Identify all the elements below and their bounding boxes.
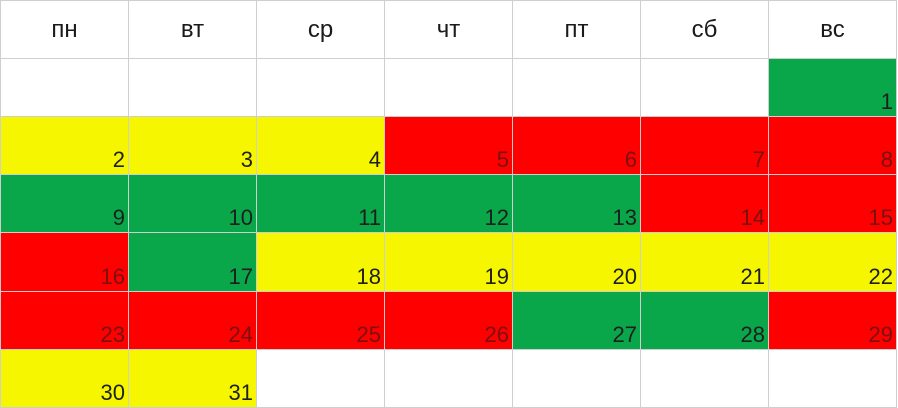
weekday-header-fri: пт [512, 0, 641, 59]
day-cell-20: 20 [512, 232, 641, 292]
weekday-header-sat: сб [640, 0, 769, 59]
empty-day-cell [0, 57, 129, 118]
weekday-header-tue: вт [128, 0, 257, 59]
empty-day-cell [128, 57, 257, 118]
day-cell-9: 9 [0, 174, 129, 234]
day-cell-5: 5 [384, 116, 513, 176]
empty-day-cell [640, 348, 769, 408]
weekday-header-mon: пн [0, 0, 129, 59]
day-cell-3: 3 [128, 116, 257, 176]
day-cell-19: 19 [384, 232, 513, 292]
day-cell-29: 29 [768, 290, 897, 350]
week-row: 1 [0, 57, 897, 118]
weekday-header-wed: ср [256, 0, 385, 59]
day-cell-14: 14 [640, 174, 769, 234]
weekday-header-sun: вс [768, 0, 897, 59]
day-cell-22: 22 [768, 232, 897, 292]
weekday-header-row: пн вт ср чт пт сб вс [0, 0, 897, 59]
day-cell-12: 12 [384, 174, 513, 234]
day-cell-24: 24 [128, 290, 257, 350]
day-cell-2: 2 [0, 116, 129, 176]
day-cell-17: 17 [128, 232, 257, 292]
day-cell-21: 21 [640, 232, 769, 292]
day-cell-8: 8 [768, 116, 897, 176]
day-cell-1: 1 [768, 57, 897, 118]
day-cell-31: 31 [128, 348, 257, 408]
day-cell-6: 6 [512, 116, 641, 176]
day-cell-23: 23 [0, 290, 129, 350]
day-cell-26: 26 [384, 290, 513, 350]
calendar-weeks: 1 2 3 4 5 6 7 8 9 10 11 12 13 14 15 16 17 18 19 20 21 22 23 24 2… [0, 57, 897, 408]
empty-day-cell [640, 57, 769, 118]
week-row: 16 17 18 19 20 21 22 [0, 232, 897, 292]
day-cell-10: 10 [128, 174, 257, 234]
day-cell-25: 25 [256, 290, 385, 350]
day-cell-16: 16 [0, 232, 129, 292]
empty-day-cell [384, 348, 513, 408]
weekday-header-thu: чт [384, 0, 513, 59]
empty-day-cell [384, 57, 513, 118]
day-cell-11: 11 [256, 174, 385, 234]
day-cell-4: 4 [256, 116, 385, 176]
empty-day-cell [256, 348, 385, 408]
empty-day-cell [512, 57, 641, 118]
day-cell-27: 27 [512, 290, 641, 350]
day-cell-18: 18 [256, 232, 385, 292]
empty-day-cell [768, 348, 897, 408]
week-row: 30 31 [0, 348, 897, 408]
day-cell-7: 7 [640, 116, 769, 176]
day-cell-13: 13 [512, 174, 641, 234]
empty-day-cell [256, 57, 385, 118]
week-row: 9 10 11 12 13 14 15 [0, 174, 897, 234]
empty-day-cell [512, 348, 641, 408]
day-cell-28: 28 [640, 290, 769, 350]
week-row: 23 24 25 26 27 28 29 [0, 290, 897, 350]
day-cell-15: 15 [768, 174, 897, 234]
day-cell-30: 30 [0, 348, 129, 408]
